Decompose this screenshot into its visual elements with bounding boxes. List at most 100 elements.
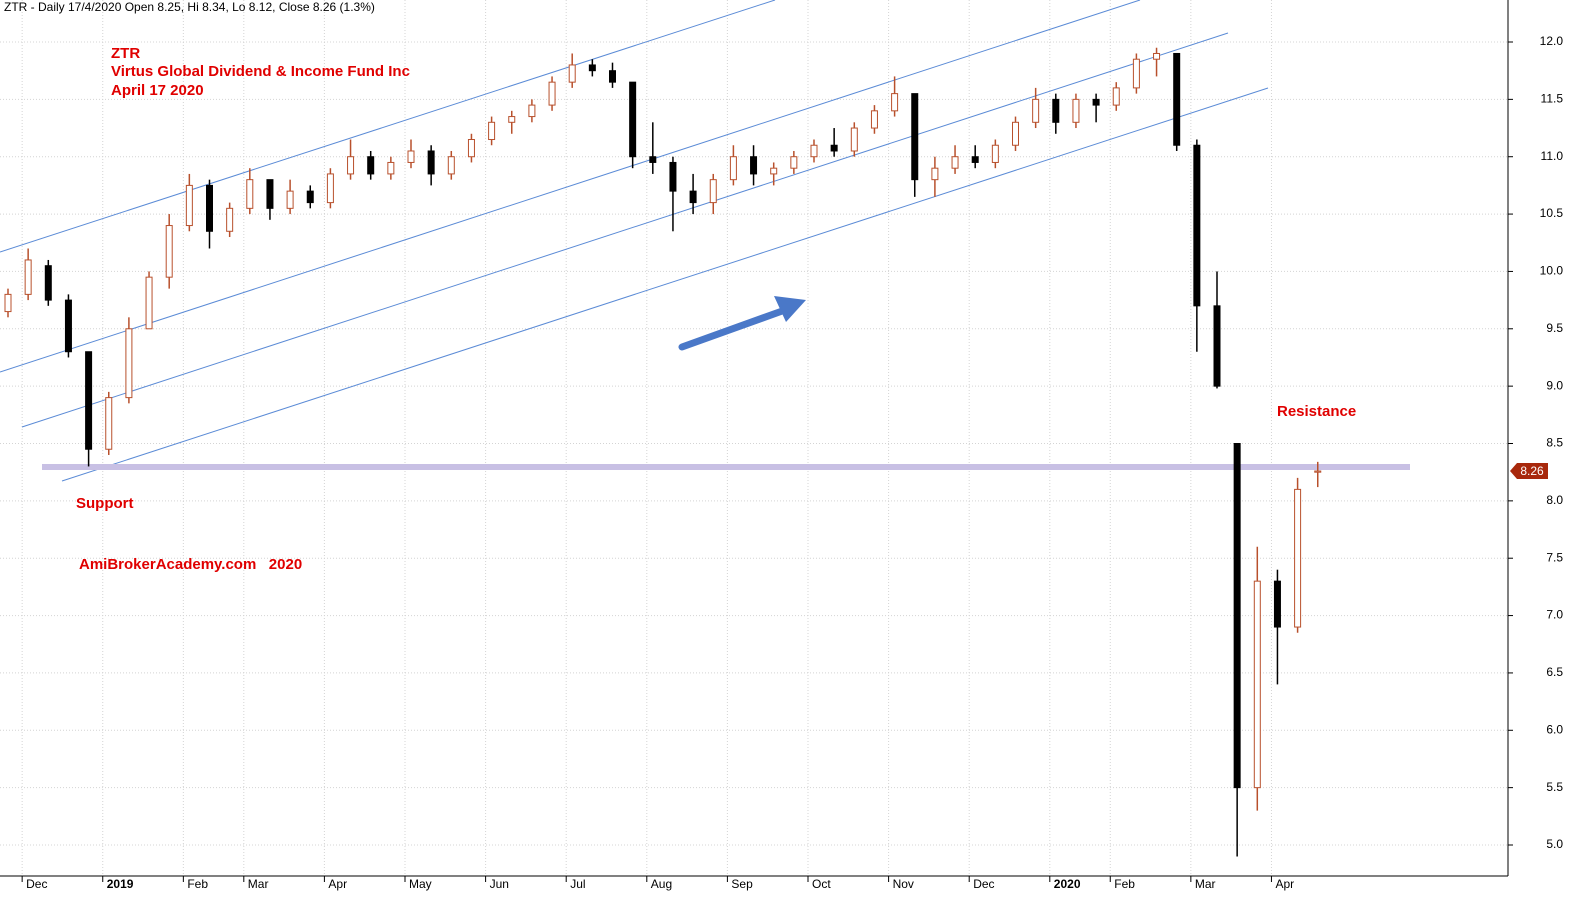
candle-body <box>770 167 778 175</box>
candle-body <box>528 104 536 118</box>
candle-body <box>951 156 959 169</box>
x-tick-label: Feb <box>1114 877 1135 891</box>
candle-body <box>750 156 758 175</box>
candle-body <box>891 93 899 112</box>
y-tick-label: 5.5 <box>1546 780 1563 794</box>
candle-body <box>145 276 153 330</box>
channel-line <box>0 0 776 253</box>
candle-body <box>64 299 72 353</box>
last-price-label: 8.26 <box>1520 464 1544 478</box>
candle-body <box>830 144 838 152</box>
candle-body <box>508 116 516 123</box>
y-tick-label: 8.0 <box>1546 493 1563 507</box>
candle-body <box>729 156 737 181</box>
candle-body <box>1173 52 1181 146</box>
channel-line <box>21 32 1229 428</box>
candle-body <box>689 190 697 204</box>
candle-body <box>206 184 213 232</box>
y-tick-label: 5.0 <box>1546 837 1563 851</box>
x-tick-label: 2019 <box>107 877 134 891</box>
candle-body <box>105 397 113 450</box>
candle-body <box>588 64 596 72</box>
candle-body <box>407 150 415 163</box>
candle-body <box>4 293 12 313</box>
candle-body <box>1273 580 1281 628</box>
candle-body <box>125 328 133 399</box>
candle-body <box>1092 98 1100 106</box>
x-tick-label: Jun <box>490 877 509 891</box>
arrow-head <box>774 296 806 322</box>
candle-body <box>1132 58 1140 89</box>
candle-body <box>810 144 818 158</box>
annotation: ZTR <box>111 45 140 62</box>
candle-body <box>326 173 334 204</box>
candle-body <box>669 161 677 192</box>
annotation: Virtus Global Dividend & Income Fund Inc <box>111 63 410 80</box>
x-tick-label: Nov <box>893 877 914 891</box>
x-tick-label: Dec <box>973 877 994 891</box>
candle-body <box>1233 443 1241 789</box>
x-tick-label: May <box>409 877 432 891</box>
trend-lines <box>0 0 1410 482</box>
x-tick-label: Sep <box>731 877 753 891</box>
candles <box>4 47 1322 857</box>
y-tick-label: 10.0 <box>1540 264 1564 278</box>
channel-line <box>0 0 1141 373</box>
candle-body <box>226 207 234 232</box>
candle-body <box>286 190 294 209</box>
candle-body <box>44 265 52 301</box>
candle-body <box>971 156 979 163</box>
y-tick-label: 11.0 <box>1541 149 1564 163</box>
candle-body <box>165 225 173 278</box>
candle-body <box>1294 488 1302 628</box>
candle-body <box>1052 98 1060 123</box>
candle-body <box>991 144 999 163</box>
candle-body <box>347 156 355 175</box>
x-tick-label: Oct <box>812 877 831 891</box>
y-tick-label: 11.5 <box>1541 92 1564 106</box>
annotation: Support <box>76 495 134 512</box>
candle-body <box>911 93 919 181</box>
candle-body <box>427 150 435 175</box>
candle-body <box>1253 580 1261 789</box>
y-tick-label: 9.5 <box>1546 321 1563 335</box>
last-price-box <box>1510 463 1548 480</box>
candle-body <box>790 156 798 169</box>
candle-body <box>649 156 657 163</box>
candle-body <box>387 161 395 175</box>
candle-body <box>931 167 939 181</box>
candle-body <box>246 179 254 209</box>
candle-body <box>1032 98 1040 123</box>
candle-body <box>1153 52 1161 60</box>
x-tick-label: Apr <box>1275 877 1294 891</box>
y-tick-label: 12.0 <box>1540 34 1564 48</box>
annotation: Resistance <box>1277 403 1356 420</box>
candle-body <box>1213 305 1221 387</box>
y-tick-label: 6.0 <box>1546 722 1563 736</box>
candle-body <box>1193 144 1201 307</box>
candle-body <box>488 121 496 141</box>
candle-body <box>447 156 455 175</box>
candle-body <box>1072 98 1080 123</box>
x-tick-label: Dec <box>26 877 47 891</box>
y-tick-label: 7.0 <box>1546 608 1563 622</box>
candle-body <box>1012 121 1019 146</box>
candle-body <box>709 179 717 204</box>
candle-body <box>850 127 858 152</box>
y-tick-label: 9.0 <box>1546 378 1563 392</box>
candle-body <box>24 259 32 295</box>
x-tick-label: Feb <box>187 877 208 891</box>
candle-body <box>85 351 93 450</box>
candle-body <box>609 70 616 83</box>
y-tick-label: 7.5 <box>1546 550 1563 564</box>
candle-body <box>548 81 556 106</box>
candle-body <box>185 184 193 227</box>
x-tick-label: Jul <box>570 877 585 891</box>
x-tick-label: 2020 <box>1054 877 1081 891</box>
annotation: April 17 2020 <box>111 82 204 99</box>
x-tick-label: Mar <box>1195 877 1216 891</box>
candle-body <box>1112 87 1120 106</box>
chart-title: ZTR - Daily 17/4/2020 Open 8.25, Hi 8.34… <box>4 0 375 14</box>
